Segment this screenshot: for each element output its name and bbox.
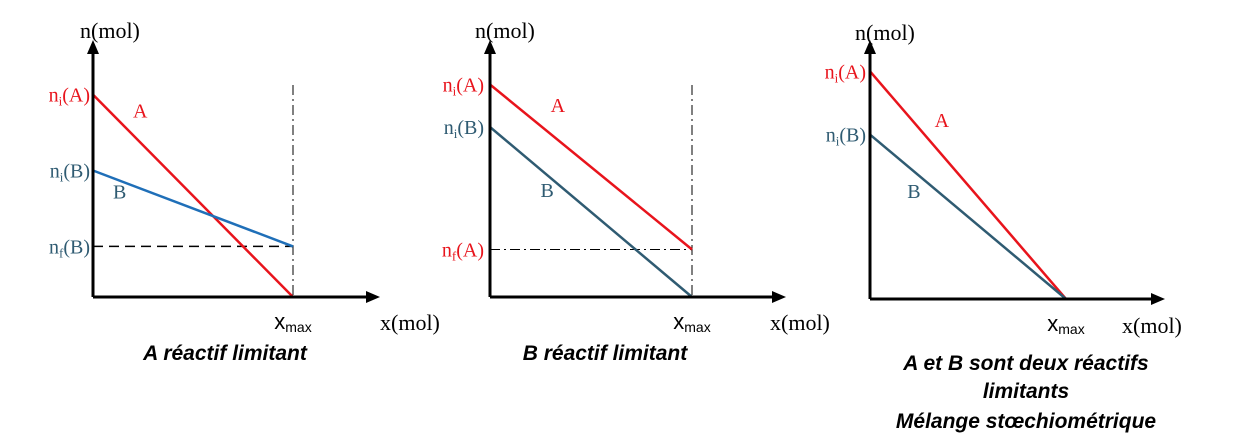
x-axis-arrow [366, 291, 380, 303]
series-line-A [869, 70, 1067, 300]
x-tick-label-xmax: xmax [1047, 311, 1084, 337]
y-axis-arrow [484, 40, 496, 54]
y-tick-label: ni(A) [825, 61, 866, 85]
x-axis-label: x(mol) [1122, 313, 1182, 338]
x-axis-arrow [1151, 293, 1165, 305]
y-axis-arrow [864, 40, 876, 54]
series-line-B [92, 169, 294, 248]
chart-caption: A réactif limitant [142, 342, 308, 365]
chart-caption: A et B sont deux réactifs [902, 352, 1148, 375]
x-axis-arrow [772, 291, 786, 303]
x-axis-label: x(mol) [770, 310, 830, 335]
y-axis-label: n(mol) [80, 18, 140, 43]
y-tick-label: nf(A) [442, 240, 484, 264]
series-label-B: B [113, 181, 126, 203]
series-label-B: B [907, 181, 920, 203]
y-tick-label: nf(B) [49, 236, 90, 260]
series-line-A [92, 93, 294, 298]
y-tick-label: ni(A) [443, 75, 484, 99]
x-tick-label-xmax: xmax [274, 309, 311, 335]
y-tick-label: ni(B) [444, 117, 484, 141]
series-label-B: B [541, 180, 554, 202]
x-axis-label: x(mol) [380, 310, 440, 335]
x-tick-label-xmax: xmax [673, 309, 710, 335]
y-axis-arrow [87, 40, 99, 54]
chart-caption: limitants [983, 380, 1069, 403]
series-label-A: A [551, 95, 566, 117]
series-line-B [869, 133, 1067, 300]
y-tick-label: ni(B) [826, 125, 866, 149]
series-line-B [489, 126, 693, 298]
y-tick-label: ni(A) [49, 85, 90, 109]
series-label-A: A [935, 110, 950, 132]
series-line-A [489, 83, 693, 251]
chart-caption: B réactif limitant [523, 342, 689, 365]
y-tick-label: ni(B) [50, 161, 90, 185]
chart-caption: Mélange stœchiométrique [896, 410, 1157, 433]
y-axis-label: n(mol) [855, 20, 915, 45]
chart-panel-2: A Bn(mol) x(mol) xmax ni(A) ni(B) nf(A) B réact… [442, 18, 830, 365]
chart-panel-3: A Bn(mol) x(mol) xmax ni(A) ni(B) A et B sont … [825, 20, 1182, 433]
y-axis-label: n(mol) [475, 18, 535, 43]
chart-panel-1: A Bn(mol) x(mol) xmax ni(A) ni(B) nf(B) A réact… [49, 18, 440, 365]
series-label-A: A [133, 100, 148, 122]
